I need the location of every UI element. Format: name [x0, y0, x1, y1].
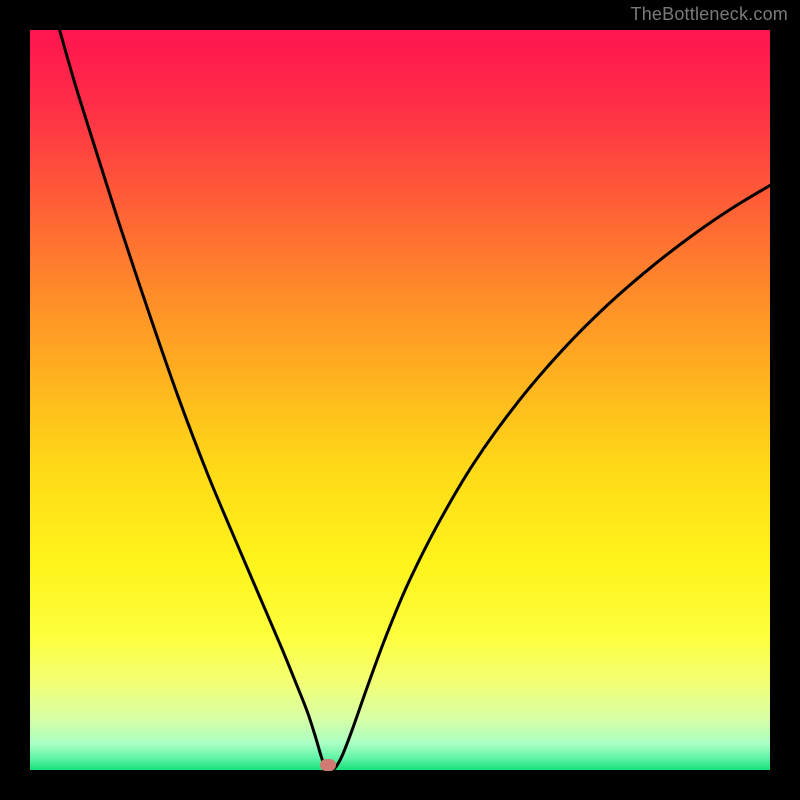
watermark-text: TheBottleneck.com [631, 4, 788, 25]
plot-frame [30, 30, 770, 770]
gradient-background [30, 30, 770, 770]
optimal-point-marker [320, 759, 336, 771]
